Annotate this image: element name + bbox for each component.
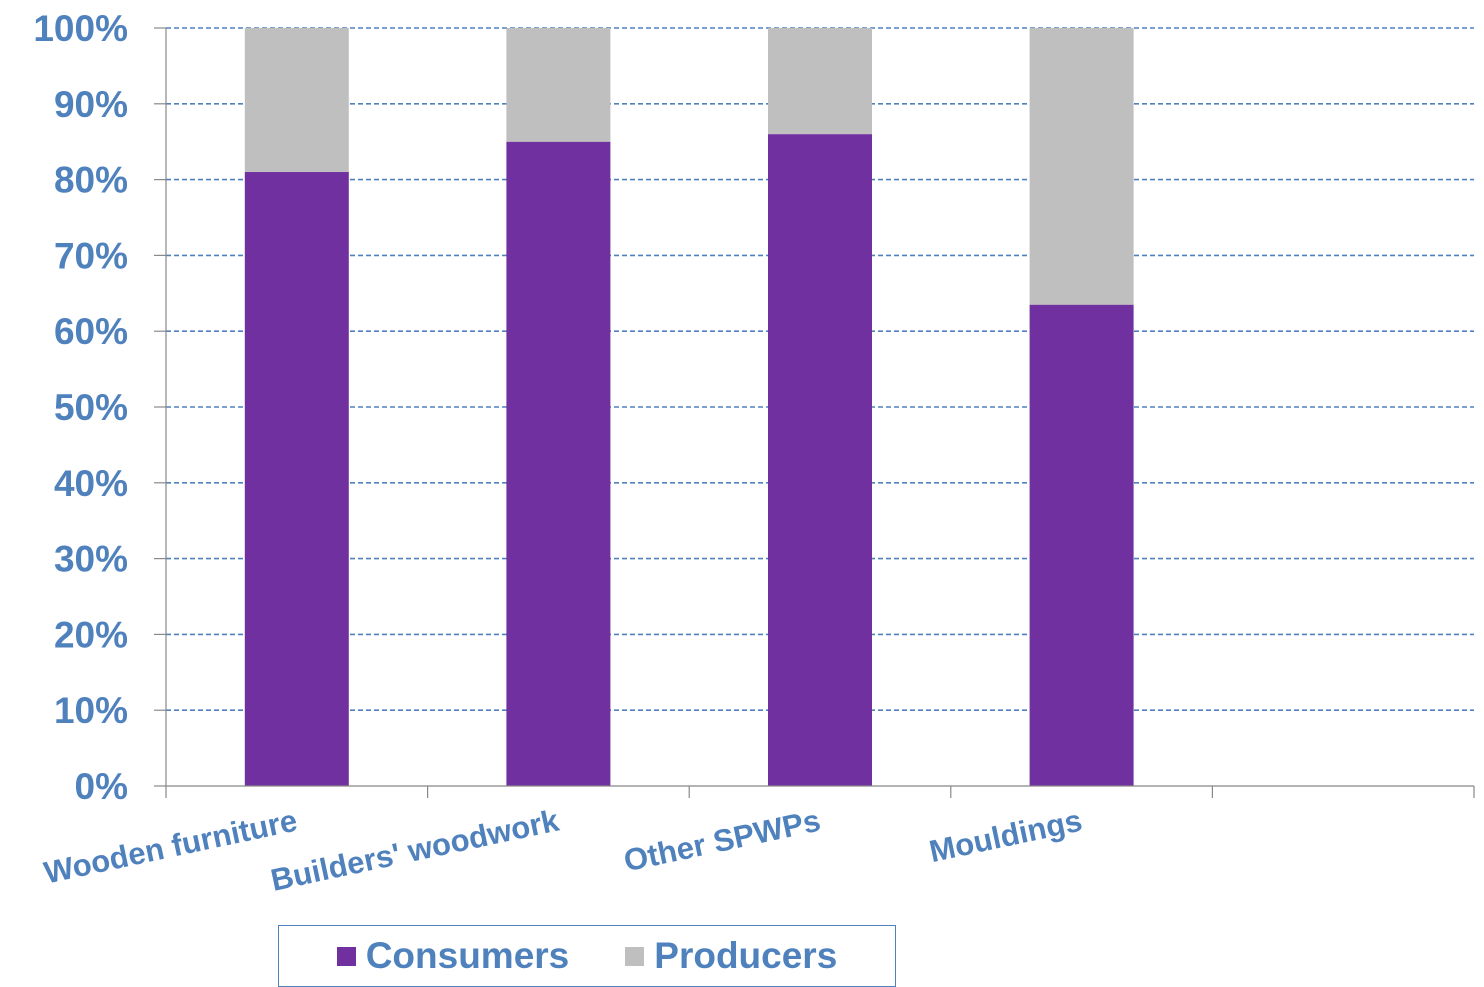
x-category-label: Wooden furniture [41,803,300,891]
y-tick-label: 30% [54,539,128,580]
axes [154,27,1475,798]
bar-consumers-2 [768,134,872,786]
bar-producers-1 [506,28,611,142]
y-tick-label: 0% [75,766,128,807]
bar-producers-3 [1029,28,1134,305]
x-category-label: Builders' woodwork [268,802,563,897]
y-tick-label: 20% [54,614,128,655]
gridlines [166,27,1474,712]
y-tick-label: 60% [54,311,128,352]
x-category-label: Other SPWPs [621,803,824,879]
y-tick-label: 10% [54,690,128,731]
legend-swatch-consumers [336,946,356,966]
legend-item-consumers: Consumers [336,935,570,977]
y-axis-tick-labels: 0% 10% 20% 30% 40% 50% 60% 70% 80% 90% 100% [33,8,128,807]
bar-consumers-1 [506,141,611,786]
y-tick-label: 40% [54,463,128,504]
y-tick-label: 100% [33,8,128,49]
bar-consumers-3 [1029,304,1134,786]
bar-consumers-0 [244,172,349,786]
legend-swatch-producers [625,946,645,966]
legend-item-producers: Producers [625,935,837,977]
bars [244,28,1134,786]
y-tick-label: 70% [54,235,128,276]
legend-label-producers: Producers [654,935,838,976]
legend-label-consumers: Consumers [365,935,570,976]
y-tick-label: 90% [54,84,128,125]
y-tick-label: 50% [54,387,128,428]
bar-producers-2 [768,28,872,135]
bar-producers-0 [244,28,349,173]
x-category-label: Mouldings [926,803,1085,869]
y-tick-label: 80% [54,160,128,201]
legend: Consumers Producers [278,925,896,987]
